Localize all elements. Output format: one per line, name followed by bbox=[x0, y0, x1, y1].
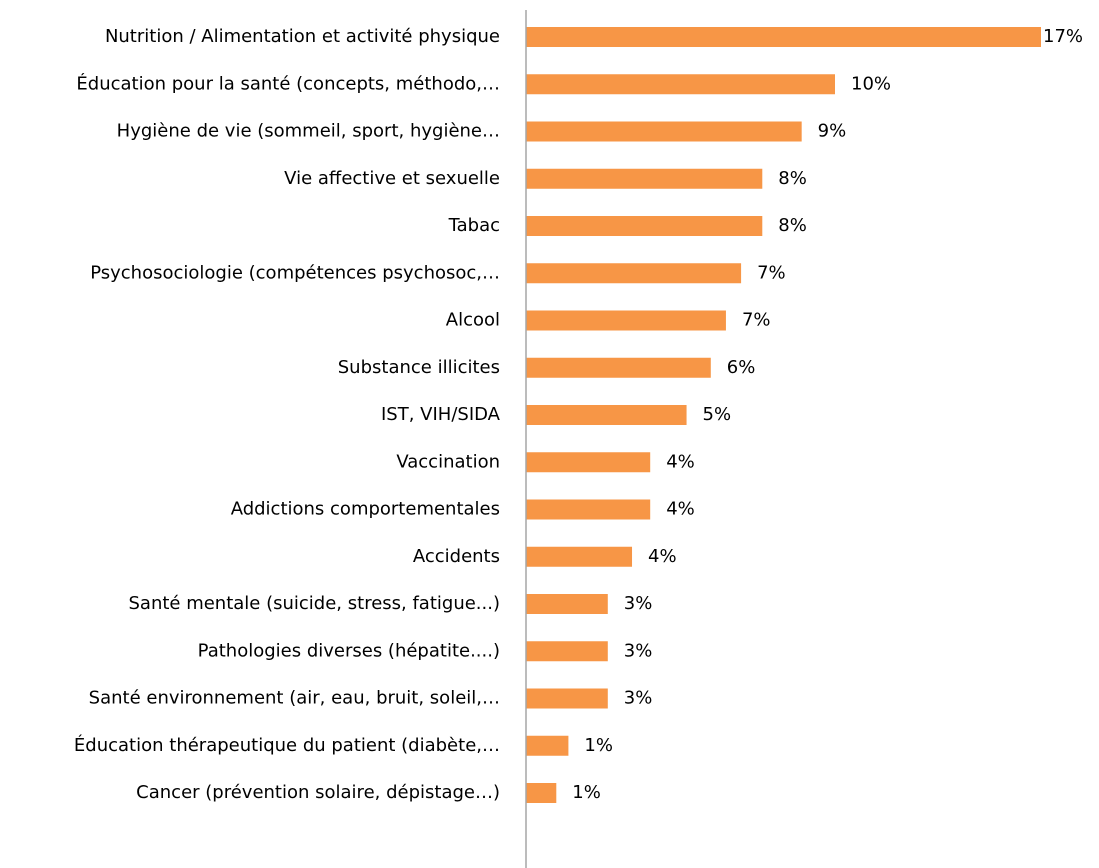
category-label: Vie affective et sexuelle bbox=[284, 168, 500, 189]
bar bbox=[526, 357, 711, 378]
category-label: Tabac bbox=[448, 215, 500, 236]
bar bbox=[526, 27, 1041, 47]
value-label: 7% bbox=[742, 310, 771, 331]
bar bbox=[526, 168, 763, 189]
category-label: Pathologies diverses (hépatite....) bbox=[198, 640, 500, 661]
category-label: Alcool bbox=[446, 310, 500, 331]
bar bbox=[526, 310, 726, 331]
bar bbox=[526, 499, 651, 520]
value-label: 4% bbox=[648, 546, 677, 567]
bar bbox=[526, 405, 687, 425]
category-label: Psychosociologie (compétences psychosoc,… bbox=[90, 262, 500, 283]
value-label: 3% bbox=[624, 688, 653, 709]
value-label: 10% bbox=[851, 73, 891, 94]
category-label: Accidents bbox=[413, 546, 500, 567]
value-label: 1% bbox=[572, 782, 601, 803]
category-label: Santé environnement (air, eau, bruit, so… bbox=[89, 688, 500, 709]
category-label: IST, VIH/SIDA bbox=[381, 404, 501, 425]
value-label: 7% bbox=[757, 262, 786, 283]
bar bbox=[526, 641, 608, 662]
category-label: Nutrition / Alimentation et activité phy… bbox=[105, 26, 500, 47]
value-label: 9% bbox=[818, 121, 847, 142]
bar bbox=[526, 594, 608, 614]
value-label: 3% bbox=[624, 593, 653, 614]
category-label: Cancer (prévention solaire, dépistage…) bbox=[136, 782, 500, 803]
bar bbox=[526, 546, 633, 567]
value-label: 5% bbox=[703, 404, 732, 425]
value-label: 4% bbox=[666, 499, 695, 520]
bar bbox=[526, 688, 608, 709]
value-label: 8% bbox=[778, 168, 807, 189]
value-label: 6% bbox=[727, 357, 756, 378]
bar bbox=[526, 216, 763, 236]
bar bbox=[526, 74, 835, 95]
category-label: Éducation thérapeutique du patient (diab… bbox=[74, 734, 500, 756]
value-label: 1% bbox=[584, 735, 613, 756]
value-label: 4% bbox=[666, 451, 695, 472]
category-label: Hygiène de vie (sommeil, sport, hygiène… bbox=[117, 121, 500, 142]
bar bbox=[526, 735, 569, 756]
value-label: 8% bbox=[778, 215, 807, 236]
bar bbox=[526, 121, 802, 142]
category-label: Substance illicites bbox=[338, 357, 500, 378]
category-label: Éducation pour la santé (concepts, métho… bbox=[76, 72, 500, 94]
category-label: Addictions comportementales bbox=[231, 499, 500, 520]
category-label: Vaccination bbox=[396, 451, 500, 472]
bar bbox=[526, 452, 651, 473]
category-label: Santé mentale (suicide, stress, fatigue.… bbox=[128, 593, 500, 614]
bar bbox=[526, 263, 742, 284]
bar bbox=[526, 783, 557, 803]
value-label: 3% bbox=[624, 640, 653, 661]
value-label: 17% bbox=[1043, 26, 1083, 47]
